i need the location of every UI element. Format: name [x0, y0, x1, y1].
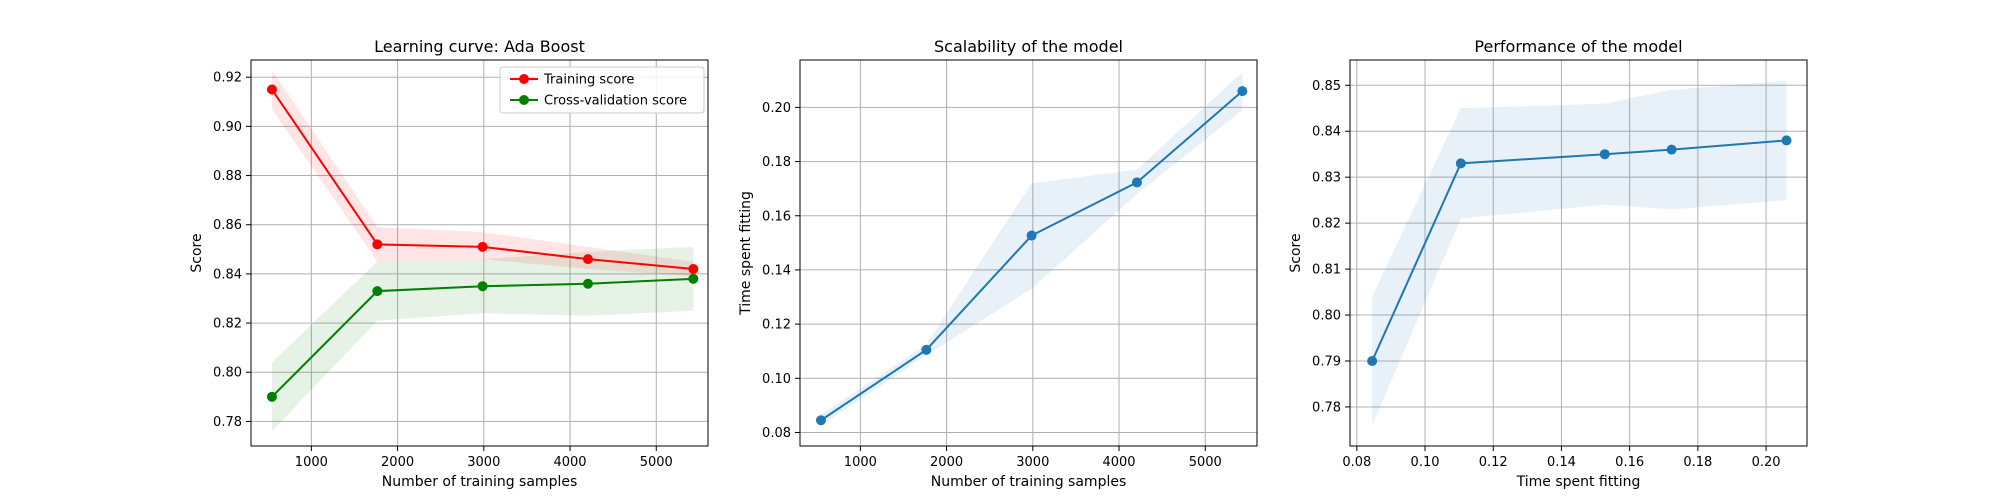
y-tick-label: 0.86 — [213, 218, 242, 233]
y-tick-label: 0.78 — [213, 415, 242, 430]
x-tick-label: 5000 — [1189, 455, 1222, 470]
plot-frame — [799, 59, 1258, 447]
series-0-point — [1781, 135, 1792, 146]
series-0-point — [1599, 149, 1610, 160]
series-0-std-band — [1372, 80, 1787, 426]
y-tick-label: 0.18 — [762, 155, 791, 170]
cross-validation-score-point — [688, 273, 699, 284]
learning-curve-y-axis-label: Score — [189, 233, 205, 272]
x-tick-label: 3000 — [467, 455, 500, 470]
x-tick-label: 1000 — [844, 455, 877, 470]
x-tick-label: 0.12 — [1479, 455, 1508, 470]
learning-curve-title: Learning curve: Ada Boost — [374, 37, 585, 56]
training-score-point — [688, 263, 699, 274]
y-tick-label: 0.92 — [213, 71, 242, 86]
plot-frame — [250, 59, 709, 447]
cross-validation-score-point — [477, 281, 488, 292]
cross-validation-score-point — [266, 391, 277, 402]
legend-entry-label: Training score — [543, 73, 634, 88]
y-tick-label: 0.12 — [762, 318, 791, 333]
y-tick-label: 0.79 — [1312, 354, 1341, 369]
y-tick-label: 0.88 — [213, 169, 242, 184]
series-0-point — [1131, 177, 1142, 188]
x-tick-label: 2000 — [381, 455, 414, 470]
learning-curve-x-axis-label: Number of training samples — [382, 474, 578, 490]
x-tick-label: 4000 — [1102, 455, 1135, 470]
performance-chart: 0.08 0.10 0.12 0.14 0.16 0.18 0.20 0.78 0.79 0.80… — [1288, 37, 1808, 490]
scalability-title: Scalability of the model — [934, 37, 1123, 56]
training-score-point — [266, 84, 277, 95]
y-tick-label: 0.78 — [1312, 400, 1341, 415]
scalability-chart: 1000 2000 3000 4000 5000 0.08 0.10 0.12 0.14 0.16… — [738, 37, 1258, 490]
series-0-point — [1237, 86, 1248, 97]
series-0-point — [815, 415, 826, 426]
x-tick-label: 0.14 — [1547, 455, 1576, 470]
series-0-std-band — [820, 72, 1243, 426]
performance-x-axis-label: Time spent fitting — [1516, 474, 1641, 490]
training-score-point — [372, 239, 383, 250]
x-tick-label: 3000 — [1016, 455, 1049, 470]
y-tick-label: 0.82 — [1312, 217, 1341, 232]
cross-validation-score-std-band — [271, 246, 694, 432]
y-tick-label: 0.85 — [1312, 79, 1341, 94]
y-tick-label: 0.16 — [762, 209, 791, 224]
y-tick-label: 0.14 — [762, 263, 791, 278]
series-0-point — [1367, 355, 1378, 366]
y-tick-label: 0.90 — [213, 120, 242, 135]
plot-frame — [1349, 59, 1808, 447]
learning-curve-chart: 1000 2000 3000 4000 5000 0.78 0.80 0.82 0.84 0.86… — [189, 37, 709, 490]
y-tick-label: 0.20 — [762, 101, 791, 116]
scalability-y-axis-label: Time spent fitting — [738, 191, 754, 316]
legend-box — [499, 66, 705, 114]
x-tick-label: 0.20 — [1752, 455, 1781, 470]
training-score-point — [582, 254, 593, 265]
legend-swatch-marker — [519, 74, 529, 84]
x-tick-label: 2000 — [930, 455, 963, 470]
series-0-point — [1455, 158, 1466, 169]
training-score-std-band — [271, 69, 694, 277]
y-tick-label: 0.08 — [762, 426, 791, 441]
series-0-point — [921, 344, 932, 355]
x-tick-label: 0.08 — [1342, 455, 1371, 470]
x-tick-label: 0.18 — [1683, 455, 1712, 470]
series-0-point — [1026, 230, 1037, 241]
performance-title: Performance of the model — [1474, 37, 1682, 56]
y-tick-label: 0.80 — [213, 366, 242, 381]
y-tick-label: 0.82 — [213, 317, 242, 332]
y-tick-label: 0.81 — [1312, 263, 1341, 278]
series-0-point — [1666, 144, 1677, 155]
legend-entry-label: Cross-validation score — [544, 94, 687, 109]
training-score-point — [477, 241, 488, 252]
x-tick-label: 0.10 — [1411, 455, 1440, 470]
x-tick-label: 5000 — [640, 455, 673, 470]
cross-validation-score-point — [372, 286, 383, 297]
y-tick-label: 0.83 — [1312, 171, 1341, 186]
legend-swatch-marker — [519, 95, 529, 105]
y-tick-label: 0.84 — [213, 267, 242, 282]
x-tick-label: 4000 — [553, 455, 586, 470]
legend: Training score Cross-validation score — [499, 66, 705, 114]
y-tick-label: 0.80 — [1312, 309, 1341, 324]
x-tick-label: 1000 — [295, 455, 328, 470]
cross-validation-score-point — [582, 278, 593, 289]
x-tick-label: 0.16 — [1615, 455, 1644, 470]
scalability-x-axis-label: Number of training samples — [931, 474, 1127, 490]
performance-y-axis-label: Score — [1288, 233, 1304, 272]
y-tick-label: 0.10 — [762, 372, 791, 387]
y-tick-label: 0.84 — [1312, 125, 1341, 140]
